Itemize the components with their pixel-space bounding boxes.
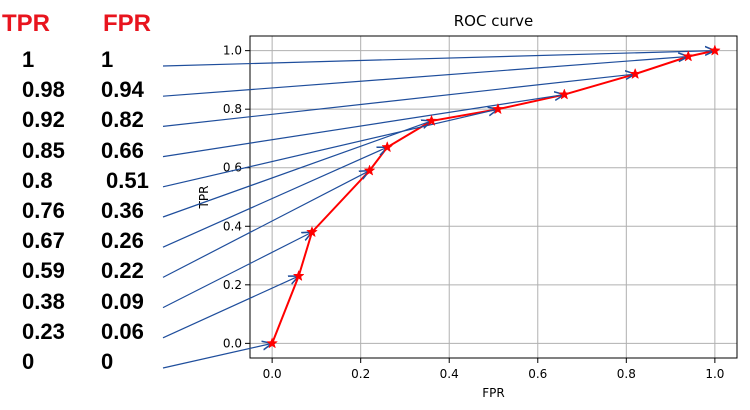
y-tick-label: 0.8 bbox=[223, 102, 242, 116]
y-tick-label: 0.2 bbox=[223, 278, 242, 292]
roc-point bbox=[381, 141, 394, 153]
tpr-value: 0 bbox=[22, 349, 35, 374]
fpr-value: 0.26 bbox=[101, 228, 144, 254]
x-tick-label: 0.8 bbox=[617, 367, 636, 381]
x-axis-label: FPR bbox=[482, 386, 504, 400]
roc-point bbox=[266, 337, 279, 349]
x-tick-label: 0.4 bbox=[440, 367, 459, 381]
y-tick-label: 0.0 bbox=[223, 336, 242, 350]
fpr-value: 0.51 bbox=[106, 167, 149, 193]
roc-point bbox=[292, 269, 305, 282]
y-axis-label: TPR bbox=[197, 186, 211, 210]
tpr-value: 0.85 bbox=[22, 137, 65, 163]
roc-point bbox=[492, 102, 504, 115]
fpr-value: 0.06 bbox=[101, 318, 144, 344]
x-tick-label: 0.6 bbox=[528, 367, 547, 381]
row-arrow bbox=[162, 121, 432, 218]
row-arrow bbox=[162, 51, 715, 67]
chart-title: ROC curve bbox=[454, 12, 534, 30]
x-tick-label: 1.0 bbox=[705, 367, 724, 381]
fpr-header: FPR bbox=[103, 10, 151, 37]
tpr-value: 1 bbox=[22, 47, 35, 72]
row-arrow bbox=[162, 343, 272, 369]
roc-point bbox=[558, 88, 571, 100]
tpr-value: 0.67 bbox=[22, 228, 65, 254]
x-tick-label: 0.2 bbox=[351, 367, 370, 381]
tpr-value: 0.76 bbox=[22, 198, 65, 223]
roc-point bbox=[363, 164, 376, 176]
row-arrow bbox=[162, 232, 312, 309]
tpr-value: 0.38 bbox=[22, 288, 65, 314]
fpr-value: 0.22 bbox=[101, 258, 144, 284]
fpr-value: 0.66 bbox=[101, 137, 144, 163]
tpr-value: 0.8 bbox=[22, 167, 53, 193]
plot-frame bbox=[249, 35, 738, 359]
fpr-value: 0.82 bbox=[101, 107, 144, 133]
roc-point bbox=[708, 44, 721, 56]
fpr-value: 0.36 bbox=[101, 198, 144, 223]
fpr-value: 1 bbox=[101, 47, 114, 72]
fpr-value: 0.09 bbox=[101, 288, 144, 314]
roc-line bbox=[271, 49, 716, 344]
tpr-value: 0.92 bbox=[22, 107, 65, 133]
row-arrow bbox=[162, 171, 370, 278]
row-arrow bbox=[162, 74, 635, 127]
tpr-value: 0.23 bbox=[22, 318, 65, 344]
fpr-value: 0 bbox=[101, 349, 114, 374]
roc-point bbox=[682, 50, 695, 62]
row-arrow bbox=[162, 147, 387, 248]
roc-point bbox=[629, 67, 642, 80]
row-arrow bbox=[162, 109, 498, 188]
x-tick-label: 0.0 bbox=[263, 367, 282, 381]
row-arrow bbox=[162, 276, 299, 339]
row-arrow bbox=[162, 56, 688, 97]
roc-point bbox=[306, 225, 318, 238]
tpr-value: 0.98 bbox=[22, 77, 65, 103]
tpr-value: 0.59 bbox=[22, 258, 65, 284]
tpr-header: TPR bbox=[2, 10, 50, 37]
roc-point bbox=[425, 114, 438, 126]
y-tick-label: 0.4 bbox=[223, 219, 242, 233]
y-tick-label: 1.0 bbox=[223, 44, 242, 58]
fpr-value: 0.94 bbox=[101, 77, 144, 103]
